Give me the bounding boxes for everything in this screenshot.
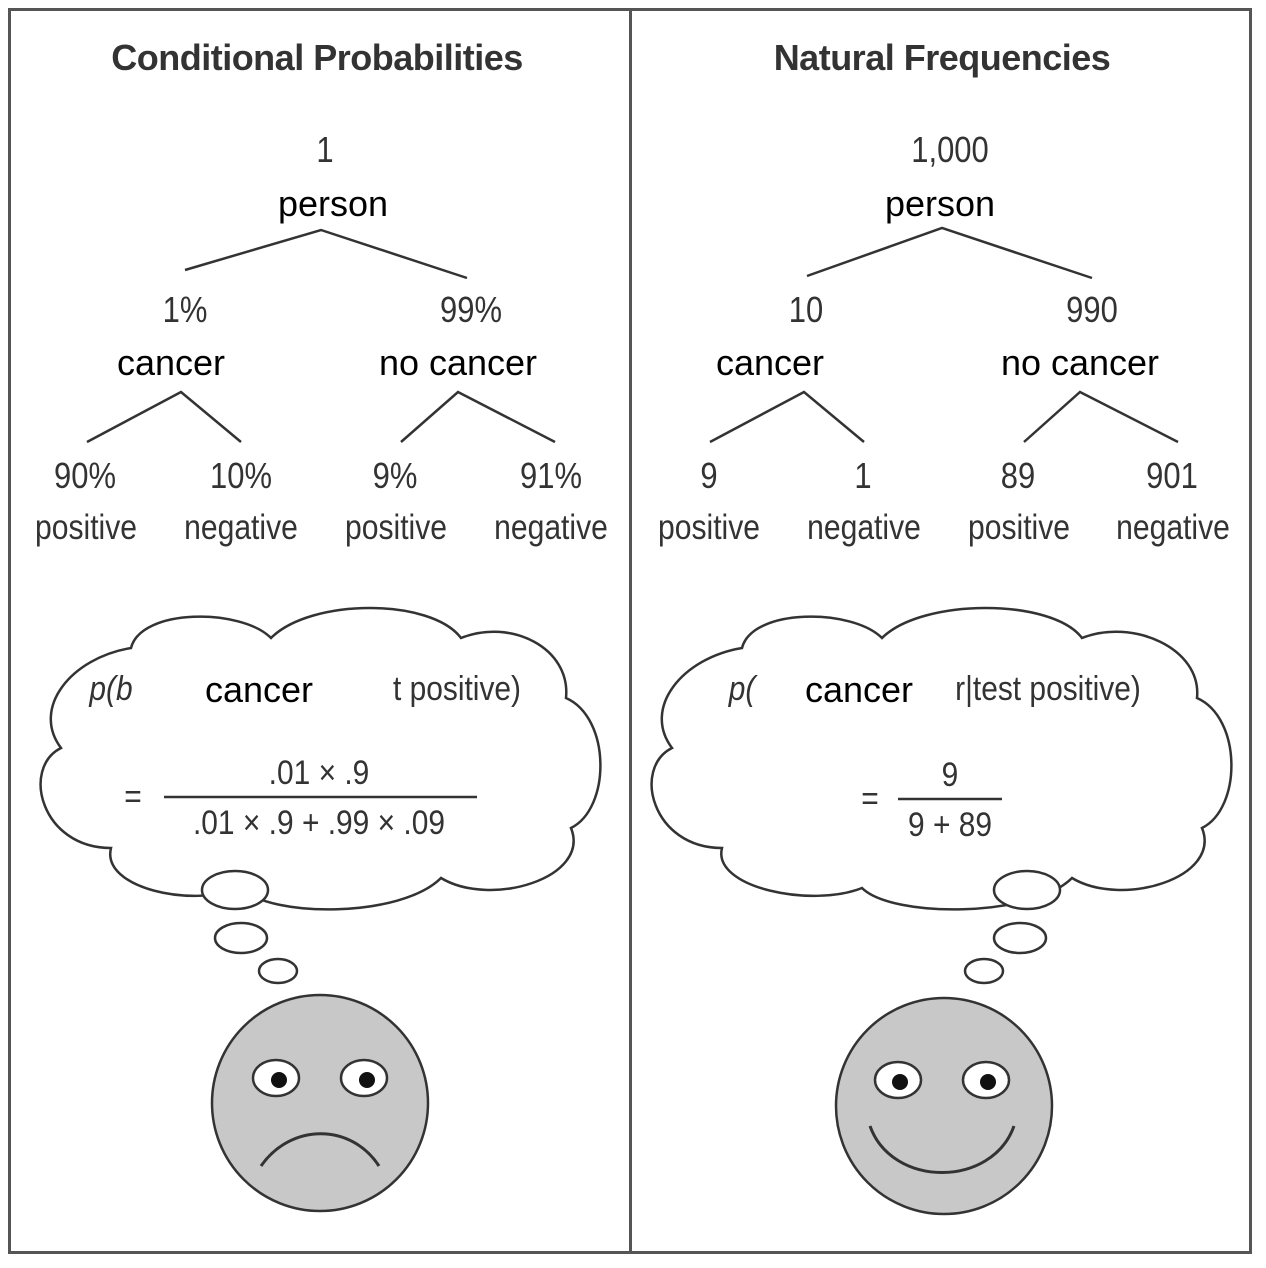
root-label: person bbox=[884, 183, 996, 224]
conditional-probabilities-panel: Conditional Probabilities 1 person 1% ca… bbox=[11, 8, 629, 1254]
branch-value-cancer: 1% bbox=[162, 289, 208, 330]
probability-condition: cancer bbox=[204, 669, 314, 710]
fraction-denominator: .01 × .9 + .99 × .09 bbox=[192, 804, 446, 842]
cancer-branch-lines bbox=[709, 390, 865, 444]
root-label: person bbox=[277, 183, 389, 224]
fraction-numerator: .01 × .9 bbox=[268, 754, 370, 792]
branch-value-no-cancer: 99% bbox=[440, 289, 502, 330]
leaf-value: 89 bbox=[1000, 455, 1036, 496]
branch-label-no-cancer: no cancer bbox=[378, 342, 538, 383]
branch-label-no-cancer: no cancer bbox=[1000, 342, 1160, 383]
thought-bubble-large bbox=[200, 869, 270, 911]
equals-sign: = bbox=[861, 780, 879, 818]
leaf-value: 901 bbox=[1146, 455, 1198, 496]
leaf-label: negative bbox=[1116, 508, 1230, 547]
happy-face bbox=[834, 996, 1054, 1216]
leaf-label: positive bbox=[967, 508, 1071, 547]
no-cancer-branch-lines bbox=[1023, 390, 1179, 444]
leaf-label: negative bbox=[807, 508, 921, 547]
fraction-denominator: 9 + 89 bbox=[907, 806, 993, 844]
root-value: 1,000 bbox=[911, 129, 989, 170]
natural-frequencies-panel: Natural Frequencies 1,000 person 10 canc… bbox=[632, 8, 1252, 1254]
right-pupil bbox=[359, 1072, 375, 1088]
leaf-value: 90% bbox=[54, 455, 116, 496]
probability-prefix: p(b bbox=[89, 670, 133, 708]
left-tree-lines bbox=[39, 228, 602, 1213]
frown-mouth bbox=[259, 1132, 381, 1167]
panel-divider bbox=[629, 8, 632, 1254]
leaf-value: 1 bbox=[854, 455, 872, 496]
leaf-label: negative bbox=[184, 508, 298, 547]
sad-face bbox=[210, 993, 430, 1213]
leaf-label: negative bbox=[494, 508, 608, 547]
leaf-value: 9% bbox=[372, 455, 418, 496]
left-pupil bbox=[892, 1074, 908, 1090]
root-branch-lines bbox=[184, 228, 468, 280]
probability-condition: cancer bbox=[804, 669, 914, 710]
root-branch-lines bbox=[806, 226, 1093, 280]
leaf-label: positive bbox=[34, 508, 138, 547]
branch-label-cancer: cancer bbox=[715, 342, 825, 383]
panel-title: Natural Frequencies bbox=[773, 37, 1111, 78]
right-pupil bbox=[980, 1074, 996, 1090]
no-cancer-branch-lines bbox=[400, 390, 556, 444]
smile-mouth bbox=[868, 1125, 1016, 1174]
left-pupil bbox=[271, 1072, 287, 1088]
thought-cloud bbox=[39, 606, 602, 911]
thought-bubble-medium bbox=[992, 921, 1048, 955]
leaf-value: 9 bbox=[700, 455, 718, 496]
thought-bubble-medium bbox=[213, 921, 269, 955]
leaf-value: 10% bbox=[210, 455, 272, 496]
thought-bubble-large bbox=[992, 869, 1062, 911]
probability-suffix: t positive) bbox=[392, 670, 522, 708]
probability-suffix: r|test positive) bbox=[955, 670, 1141, 708]
equals-sign: = bbox=[124, 778, 142, 816]
branch-label-cancer: cancer bbox=[116, 342, 226, 383]
cancer-branch-lines bbox=[86, 390, 242, 444]
right-tree-lines bbox=[650, 226, 1233, 1216]
leaf-label: positive bbox=[344, 508, 448, 547]
leaf-value: 91% bbox=[520, 455, 582, 496]
thought-bubble-small bbox=[257, 957, 299, 985]
branch-value-cancer: 10 bbox=[788, 289, 824, 330]
leaf-label: positive bbox=[657, 508, 761, 547]
branch-value-no-cancer: 990 bbox=[1066, 289, 1118, 330]
thought-cloud bbox=[650, 606, 1233, 911]
root-value: 1 bbox=[316, 129, 334, 170]
thought-bubble-small bbox=[963, 957, 1005, 985]
fraction-numerator: 9 bbox=[941, 756, 959, 794]
probability-prefix: p( bbox=[728, 670, 756, 708]
panel-title: Conditional Probabilities bbox=[111, 37, 523, 78]
